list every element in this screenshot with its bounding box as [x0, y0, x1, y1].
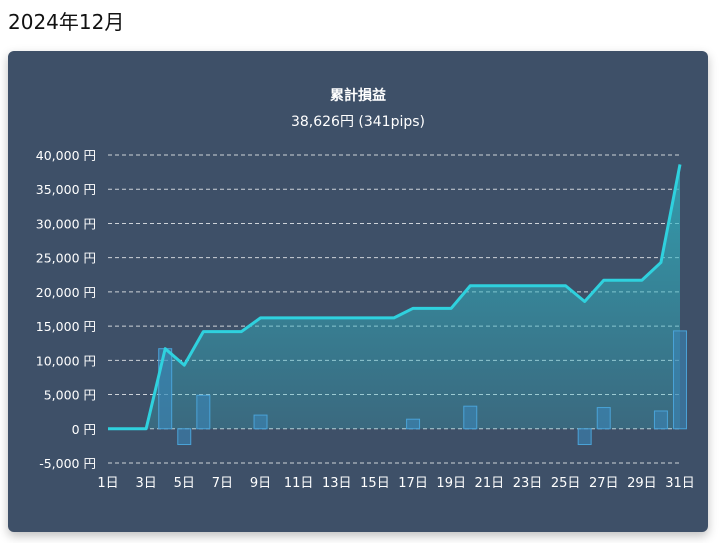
- y-tick-label: 15,000 円: [36, 319, 96, 334]
- daily-pnl-bar: [577, 428, 592, 446]
- x-tick-label: 29日: [627, 476, 657, 491]
- y-tick-label: 10,000 円: [36, 353, 96, 368]
- x-tick-label: 19日: [436, 476, 466, 491]
- x-tick-label: 13日: [322, 476, 352, 491]
- daily-pnl-bar: [158, 348, 173, 430]
- chart-title: 累計損益: [330, 87, 386, 104]
- cumulative-pnl-chart: 累計損益 38,626円 (341pips) 40,000 円 35,000 円 3…: [36, 87, 695, 491]
- cumulative-pnl-chart-card: 累計損益 38,626円 (341pips) 40,000 円 35,000 円 3…: [8, 51, 708, 532]
- daily-bars: [158, 330, 687, 446]
- area-fill: [108, 164, 680, 429]
- x-tick-label: 1日: [97, 476, 118, 491]
- page-title: 2024年12月: [8, 10, 125, 34]
- x-tick-label: 9日: [250, 476, 271, 491]
- x-tick-label: 21日: [475, 476, 505, 491]
- chart-subtitle: 38,626円 (341pips): [291, 114, 425, 130]
- y-axis-tick-labels: 40,000 円 35,000 円 30,000 円 25,000 円 20,000 円…: [36, 148, 96, 471]
- daily-pnl-bar: [196, 394, 211, 430]
- x-tick-label: 5日: [174, 476, 195, 491]
- x-tick-label: 15日: [360, 476, 390, 491]
- daily-pnl-bar: [463, 405, 478, 430]
- y-tick-label: 20,000 円: [36, 285, 96, 300]
- daily-pnl-bar: [253, 414, 268, 430]
- x-tick-label: 25日: [551, 476, 581, 491]
- y-tick-label: 0 円: [72, 422, 96, 437]
- daily-pnl-bar: [596, 407, 611, 430]
- daily-pnl-bar: [177, 428, 192, 446]
- y-tick-label: 30,000 円: [36, 216, 96, 231]
- x-tick-label: 11日: [284, 476, 314, 491]
- daily-pnl-bar: [653, 410, 668, 430]
- x-tick-label: 31日: [665, 476, 695, 491]
- y-tick-label: 35,000 円: [36, 182, 96, 197]
- daily-pnl-bar: [406, 418, 421, 430]
- x-tick-label: 3日: [135, 476, 156, 491]
- y-tick-label: 40,000 円: [36, 148, 96, 163]
- cumulative-pnl-line: [108, 164, 682, 431]
- x-tick-label: 27日: [589, 476, 619, 491]
- cumulative-line: [108, 164, 682, 431]
- cumulative-area: [108, 164, 680, 429]
- x-axis-tick-labels: 1日 3日 5日 7日 9日 11日 13日 15日 17日 19日 21日 23日 25日 27日 29日…: [97, 476, 694, 491]
- y-tick-label: 25,000 円: [36, 251, 96, 266]
- x-tick-label: 17日: [398, 476, 428, 491]
- daily-pnl-bar: [673, 330, 687, 430]
- x-tick-label: 23日: [513, 476, 543, 491]
- y-tick-label: -5,000 円: [39, 456, 96, 471]
- y-tick-label: 5,000 円: [44, 388, 96, 403]
- x-tick-label: 7日: [212, 476, 233, 491]
